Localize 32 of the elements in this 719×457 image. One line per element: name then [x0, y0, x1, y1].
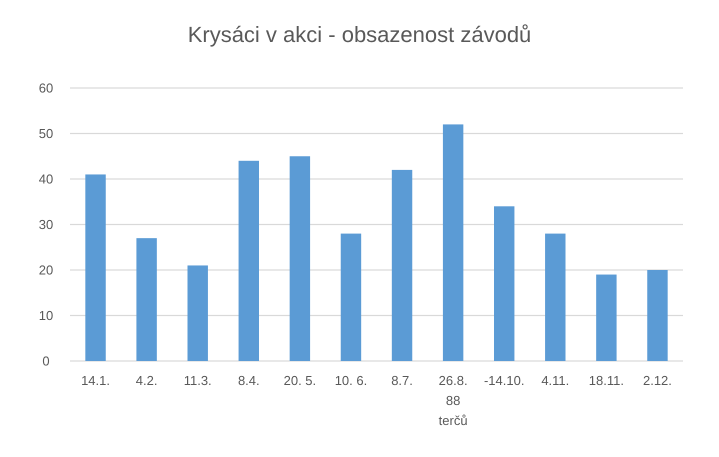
x-tick-label: 4.11.	[541, 373, 570, 388]
bar	[545, 234, 566, 361]
bar	[85, 174, 106, 361]
x-tick-label: 8.4.	[238, 373, 260, 388]
y-tick-label: 10	[38, 308, 54, 324]
bar	[290, 156, 310, 361]
y-tick-label: 60	[38, 80, 54, 96]
bar	[647, 270, 668, 361]
y-tick-label: 0	[42, 354, 50, 369]
y-tick-label: 40	[38, 172, 54, 187]
bar	[238, 160, 260, 361]
bar	[494, 206, 514, 361]
x-tick-label: 20. 5.	[284, 373, 316, 388]
x-tick-label: -14.10.	[484, 373, 524, 388]
y-tick-label: 50	[38, 126, 54, 142]
bar	[187, 265, 208, 361]
bar	[136, 238, 157, 361]
x-tick-label: 14.1.	[81, 373, 110, 388]
bar	[442, 124, 464, 361]
y-tick-label: 20	[38, 262, 54, 278]
x-tick-label: 8.7.	[391, 373, 413, 388]
chart-title: Krysáci v akci - obsazenost závodů	[188, 22, 532, 47]
bar	[340, 234, 362, 361]
bar	[392, 170, 412, 361]
x-tick-label: 4.2.	[136, 373, 158, 388]
x-tick-label: 10. 6.	[334, 373, 368, 388]
x-tick-label: 26.8. 88 terčů	[438, 373, 468, 428]
x-tick-label: 18.11.	[588, 373, 624, 388]
bar	[596, 274, 617, 361]
y-tick-label: 30	[38, 217, 54, 232]
x-tick-label: 11.3.	[184, 373, 212, 388]
x-tick-label: 2.12.	[642, 373, 672, 388]
